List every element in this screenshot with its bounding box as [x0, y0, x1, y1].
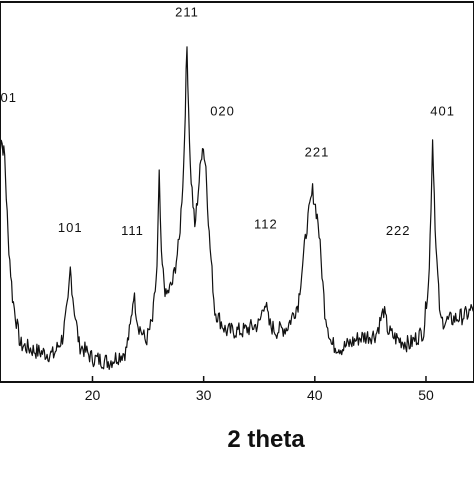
peak-label-111: 111	[121, 223, 144, 238]
peak-label-101: 101	[58, 220, 83, 235]
series-line-0	[0, 46, 474, 370]
x-tick-label-20: 20	[85, 387, 101, 403]
x-tick-label-50: 50	[418, 387, 434, 403]
peak-label-211: 211	[175, 4, 199, 19]
x-tick-label-40: 40	[307, 387, 323, 403]
peak-label-221: 221	[305, 145, 330, 160]
peak-label-401: 401	[430, 104, 455, 119]
plot-frame	[0, 1, 474, 383]
series-layer	[0, 46, 474, 370]
peak-label-001: 001	[0, 90, 17, 105]
axis-layer: 20 30 40 50	[0, 1, 474, 403]
peak-label-112: 112	[254, 216, 278, 231]
peak-label-020: 020	[210, 104, 235, 119]
peak-label-222: 222	[386, 223, 411, 238]
x-axis-title: 2 theta	[227, 426, 305, 453]
annotation-layer: 001 101 111 211 020 112 221 222 401	[0, 4, 455, 238]
x-tick-label-30: 30	[196, 387, 212, 403]
